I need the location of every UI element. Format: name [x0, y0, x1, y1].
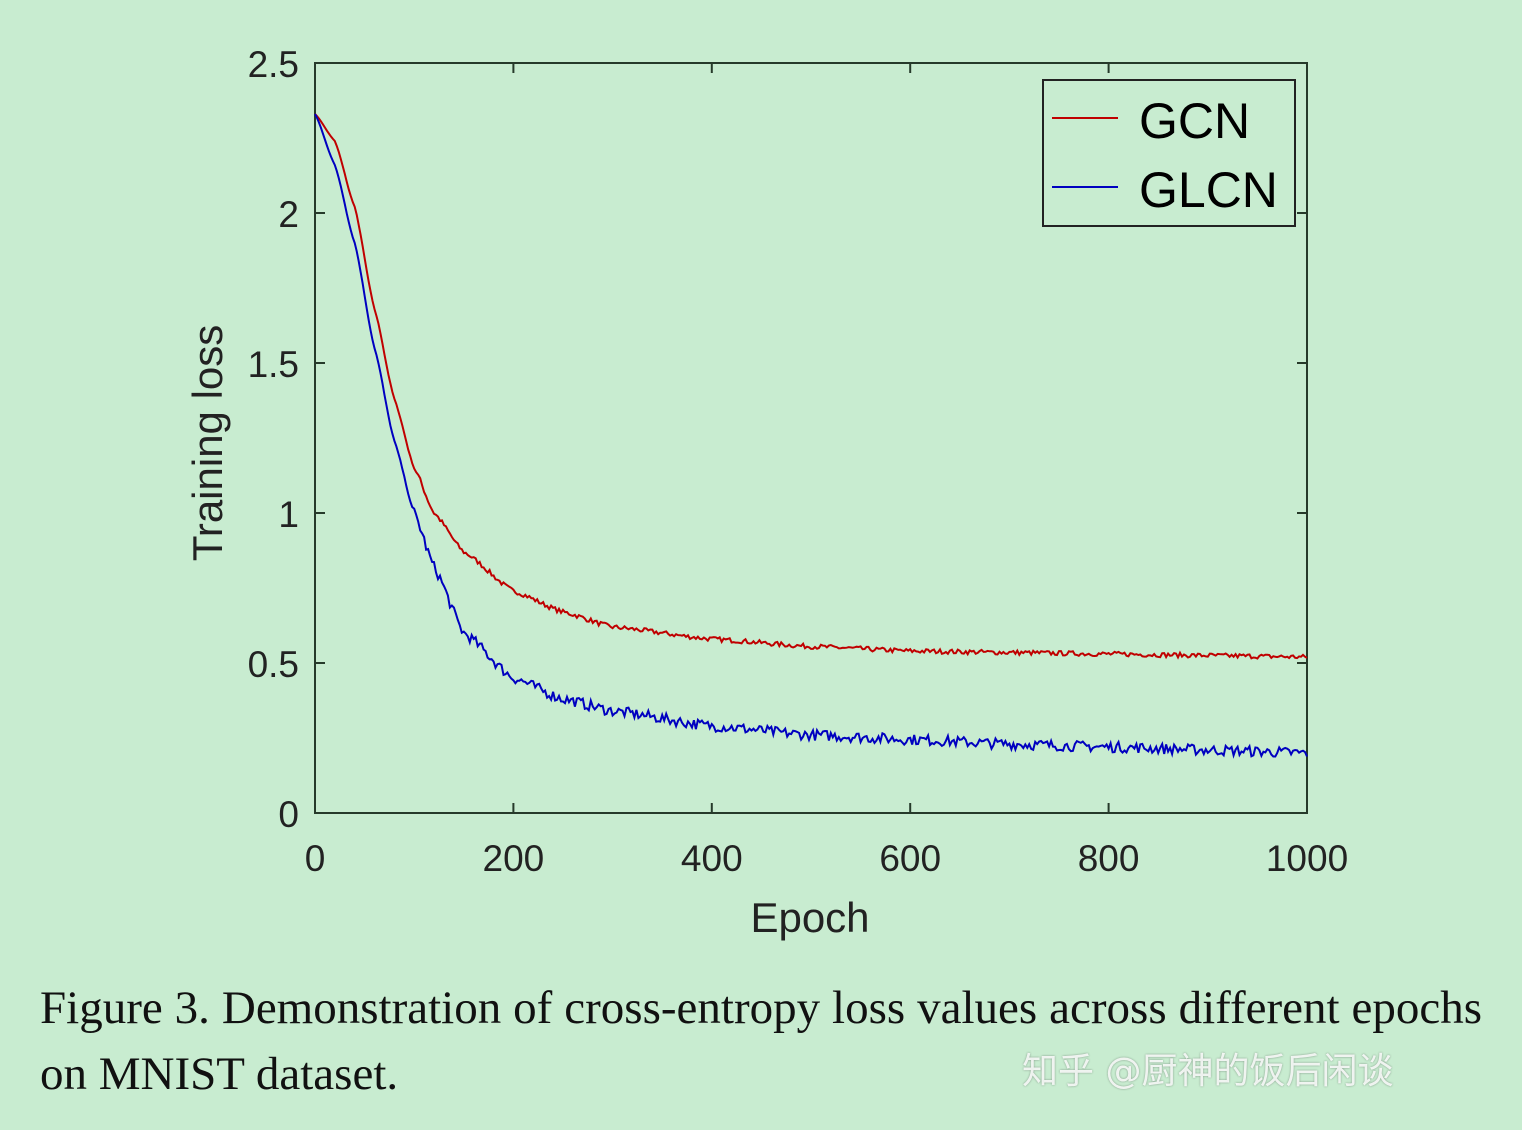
x-tick-label: 800: [1078, 838, 1140, 879]
series-line-gcn: [314, 113, 1308, 660]
legend-label-gcn: GCN: [1139, 93, 1250, 149]
x-tick-label: 600: [879, 838, 941, 879]
x-tick-label: 0: [305, 838, 326, 879]
x-axis-label: Epoch: [750, 894, 869, 941]
y-tick-label: 1: [278, 494, 299, 535]
legend: GCN GLCN: [1042, 79, 1296, 227]
plot-frame: [314, 62, 1308, 814]
x-tick-label: 400: [681, 838, 743, 879]
y-axis-label: Training loss: [184, 325, 231, 562]
legend-box: [1042, 79, 1296, 227]
x-tick-label: 200: [483, 838, 545, 879]
figure-caption: Figure 3. Demonstration of cross-entropy…: [40, 982, 1482, 1100]
y-tick-label: 0.5: [248, 644, 299, 685]
y-tick-label: 2.5: [248, 44, 299, 85]
legend-label-glcn: GLCN: [1139, 162, 1278, 218]
series-line-glcn: [314, 113, 1308, 759]
y-tick-label: 1.5: [248, 344, 299, 385]
loss-chart: 0 200 400 600 800 1000 0 0.5 1 1.5 2 2.5 Epoch Trai…: [184, 44, 1348, 941]
x-tick-label: 1000: [1266, 838, 1348, 879]
y-tick-label: 0: [278, 794, 299, 835]
watermark: 知乎 @厨神的饭后闲谈: [1022, 1051, 1394, 1092]
y-tick-label: 2: [278, 194, 299, 235]
